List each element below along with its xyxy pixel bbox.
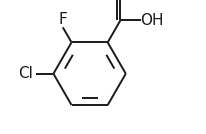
Text: F: F bbox=[59, 12, 67, 27]
Text: Cl: Cl bbox=[19, 66, 33, 81]
Text: OH: OH bbox=[140, 13, 164, 28]
